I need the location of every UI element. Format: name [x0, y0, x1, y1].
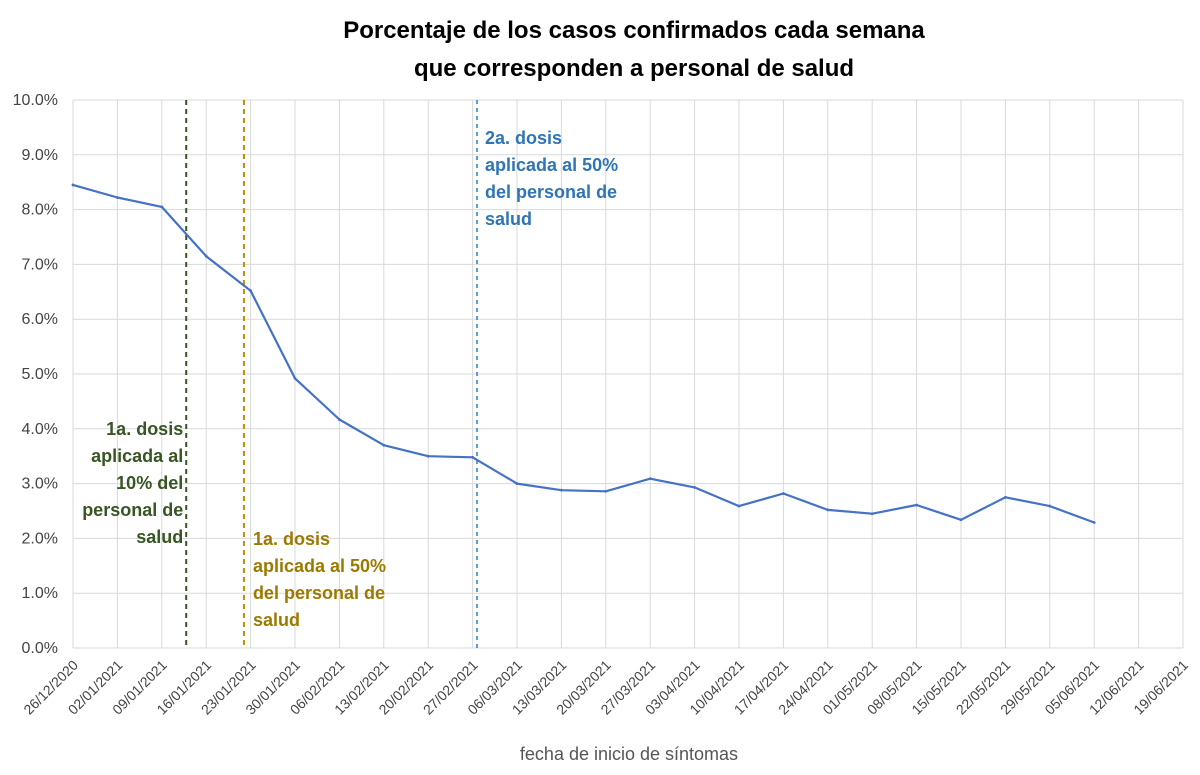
- annotation-text: aplicada al 50%: [485, 155, 618, 175]
- data-point: [604, 489, 608, 493]
- annotation-text: salud: [136, 527, 183, 547]
- data-point: [737, 504, 741, 508]
- annotation-text: salud: [485, 209, 532, 229]
- data-point: [870, 512, 874, 516]
- annotation-text: personal de: [82, 500, 183, 520]
- chart-title-line-1: Porcentaje de los casos confirmados cada…: [343, 17, 925, 44]
- x-axis-label: fecha de inicio de síntomas: [520, 744, 738, 764]
- series-layer: [71, 183, 1096, 524]
- data-point: [959, 518, 963, 522]
- y-axis-ticks: 0.0% 1.0% 2.0% 3.0% 4.0% 5.0% 6.0% 7.0% 8.0% 9.0%…: [13, 92, 58, 657]
- data-point: [249, 289, 253, 293]
- chart-title-line-2: que corresponden a personal de salud: [414, 55, 854, 82]
- data-point: [693, 486, 696, 489]
- y-tick-label: 1.0%: [22, 585, 58, 602]
- y-tick-label: 2.0%: [22, 530, 58, 547]
- data-point: [382, 443, 386, 447]
- y-tick-label: 0.0%: [22, 640, 58, 657]
- data-point: [116, 196, 119, 199]
- reference-lines: [185, 100, 479, 648]
- y-tick-label: 10.0%: [13, 92, 58, 109]
- x-axis-ticks: 26/12/202002/01/202109/01/202116/01/2021…: [20, 657, 1191, 718]
- data-point: [782, 492, 785, 495]
- y-tick-label: 9.0%: [22, 147, 58, 164]
- annotation-text: aplicada al 50%: [253, 556, 386, 576]
- annotation-text: salud: [253, 610, 300, 630]
- data-point: [915, 503, 918, 507]
- annotation-text: del personal de: [253, 583, 385, 603]
- annotation-text: 1a. dosis: [106, 419, 183, 439]
- y-tick-label: 7.0%: [22, 256, 58, 273]
- data-point: [204, 254, 208, 258]
- data-point: [515, 482, 519, 485]
- data-point: [160, 205, 164, 209]
- data-point: [426, 454, 430, 458]
- data-point: [471, 455, 474, 459]
- annotation-text: 10% del: [116, 473, 183, 493]
- data-point: [338, 418, 341, 421]
- data-point: [648, 477, 652, 481]
- data-point: [71, 183, 75, 187]
- annotation-text: del personal de: [485, 182, 617, 202]
- annotation-text: 1a. dosis: [253, 529, 330, 549]
- y-tick-label: 5.0%: [22, 366, 58, 383]
- data-point: [293, 376, 297, 380]
- data-point: [826, 508, 830, 512]
- data-point: [560, 488, 563, 492]
- annotations: 1a. dosis aplicada al 10% del personal de sa…: [82, 128, 618, 630]
- gridlines: [72, 99, 1184, 649]
- y-tick-label: 3.0%: [22, 476, 58, 493]
- annotation-text: aplicada al: [91, 446, 183, 466]
- series-line: [72, 183, 1095, 524]
- y-tick-label: 6.0%: [22, 311, 58, 328]
- y-tick-label: 8.0%: [22, 202, 58, 219]
- data-point: [1092, 521, 1096, 524]
- annotation-text: 2a. dosis: [485, 128, 562, 148]
- data-point: [1004, 495, 1007, 499]
- data-point: [1048, 504, 1052, 508]
- y-tick-label: 4.0%: [22, 421, 58, 438]
